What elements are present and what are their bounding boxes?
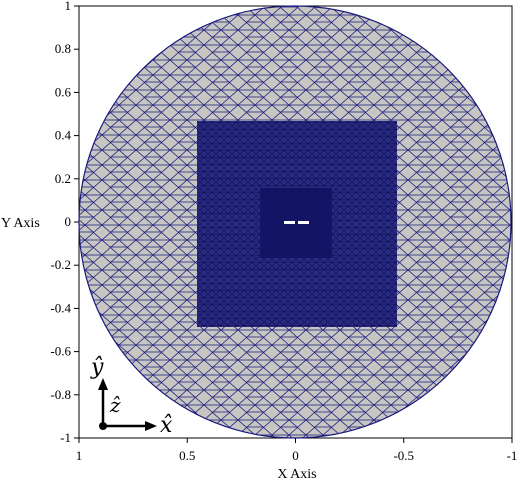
coordinate-triad: ŷ ẑ x̂ — [90, 355, 173, 438]
triad-x-label: x̂ — [160, 413, 173, 438]
triad-x-arrowhead — [145, 421, 157, 431]
y-tick-label: 0.6 — [55, 84, 72, 99]
y-axis-ticks: 1 0.8 0.6 0.4 0.2 0 -0.2 -0.4 -0.6 -0.8 -1 — [50, 0, 79, 445]
y-tick-label: 0.8 — [55, 41, 71, 56]
y-tick-label: -0.8 — [50, 387, 71, 402]
x-tick-label: 0.5 — [179, 448, 195, 463]
crack-slit-left — [284, 221, 295, 224]
y-tick-label: -0.2 — [50, 257, 71, 272]
y-tick-label: 1 — [65, 0, 72, 13]
triad-y-label: ŷ — [90, 355, 104, 380]
inner-dense-square — [260, 188, 332, 258]
triad-origin — [99, 422, 107, 430]
crack-slit-right — [298, 221, 309, 224]
y-tick-label: 0.4 — [55, 128, 72, 143]
x-tick-label: 1 — [76, 448, 83, 463]
x-tick-label: -0.5 — [393, 448, 414, 463]
y-tick-label: 0.2 — [55, 171, 71, 186]
triad-y-arrowhead — [98, 378, 108, 390]
y-tick-label: -1 — [60, 430, 71, 445]
y-tick-label: -0.4 — [50, 300, 71, 315]
x-axis-title: X Axis — [277, 467, 316, 482]
x-axis-ticks: 1 0.5 0 -0.5 -1 — [76, 438, 518, 463]
y-tick-label: 0 — [65, 214, 72, 229]
x-tick-label: -1 — [507, 448, 518, 463]
x-tick-label: 0 — [292, 448, 299, 463]
triad-z-label: ẑ — [109, 393, 121, 417]
y-axis-title: Y Axis — [1, 216, 40, 231]
y-tick-label: -0.6 — [50, 344, 71, 359]
